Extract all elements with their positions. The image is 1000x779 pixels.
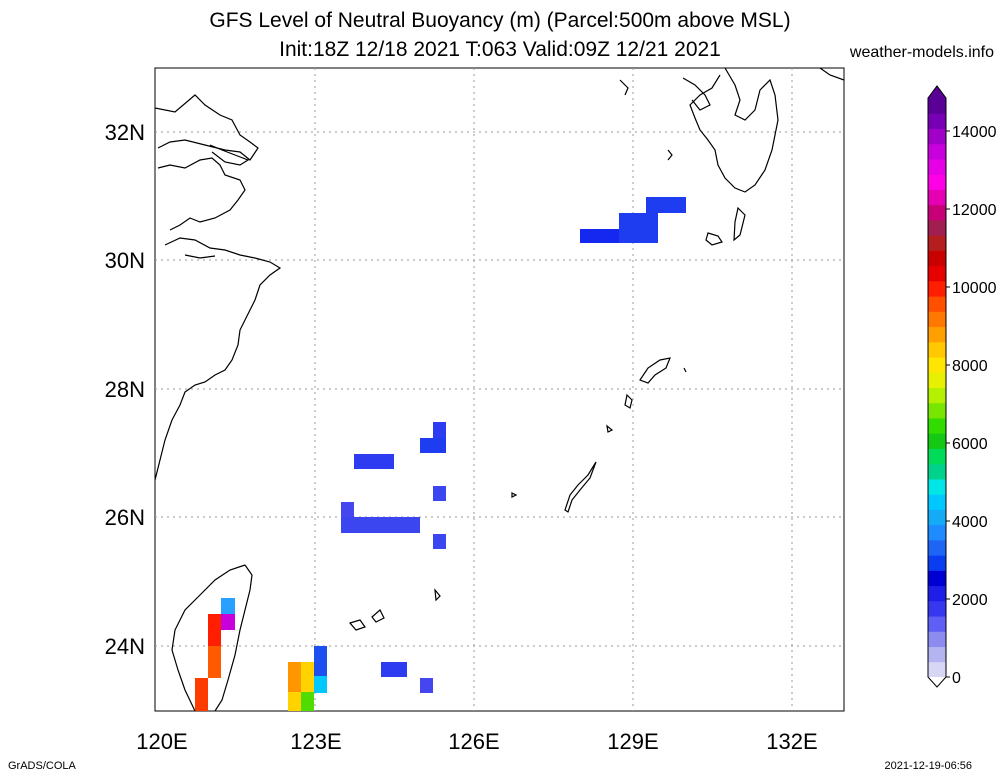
- colorbar-segment: [928, 448, 946, 465]
- lon-tick: 129E: [607, 729, 658, 754]
- colorbar-max-arrow: [928, 86, 946, 98]
- colorbar-tick: 2000: [952, 592, 988, 609]
- map-subtitle: Init:18Z 12/18 2021 T:063 Valid:09Z 12/2…: [279, 38, 721, 61]
- cell: [221, 598, 235, 614]
- colorbar-segment: [928, 204, 946, 221]
- colorbar-segment: [928, 646, 946, 663]
- colorbar-segment: [928, 570, 946, 587]
- colorbar-segment: [928, 478, 946, 495]
- lon-tick: 120E: [136, 729, 187, 754]
- colorbar-segment: [928, 616, 946, 632]
- site-label: weather-models.info: [849, 44, 994, 61]
- colorbar-segment: [928, 158, 946, 175]
- colorbar-tick: 4000: [952, 514, 988, 531]
- colorbar-segment: [928, 539, 946, 556]
- colorbar-segment: [928, 463, 946, 480]
- colorbar-segment: [928, 661, 946, 678]
- colorbar-tick: 8000: [952, 358, 988, 375]
- colorbar-segment: [928, 311, 946, 328]
- lat-tick: 24N: [105, 634, 145, 659]
- cell: [354, 454, 394, 469]
- colorbar-segment: [928, 433, 946, 449]
- colorbar-tick: 10000: [952, 280, 997, 297]
- colorbar-segment: [928, 143, 946, 160]
- cell: [314, 646, 327, 676]
- colorbar-segment: [928, 600, 946, 617]
- colorbar-segment: [928, 494, 946, 510]
- cell: [341, 502, 354, 517]
- cell: [420, 678, 433, 693]
- lat-tick: 28N: [105, 377, 145, 402]
- shaded-field: [195, 197, 686, 711]
- cell: [195, 678, 208, 711]
- cell: [619, 213, 658, 243]
- cell: [381, 662, 407, 677]
- colorbar-tick: 0: [952, 670, 961, 687]
- colorbar-segment: [928, 98, 946, 114]
- colorbar-segment: [928, 387, 946, 404]
- cell: [420, 438, 446, 453]
- colorbar-segment: [928, 372, 946, 388]
- colorbar-segment: [928, 357, 946, 373]
- cell: [208, 646, 221, 678]
- cell: [314, 676, 327, 693]
- lat-tick-labels: 24N 26N 28N 30N 32N: [105, 120, 145, 659]
- coastlines: [155, 68, 844, 711]
- colorbar-tick: 14000: [952, 124, 997, 141]
- cell: [646, 197, 686, 213]
- cell: [433, 534, 446, 549]
- colorbar-segment: [928, 235, 946, 251]
- colorbar-min-arrow: [928, 677, 946, 687]
- grid-lines: [155, 68, 844, 711]
- footer-credit: GrADS/COLA: [8, 760, 76, 772]
- cell: [288, 662, 301, 692]
- colorbar-segment: [928, 524, 946, 541]
- cell: [433, 422, 446, 438]
- colorbar-tick: 12000: [952, 202, 997, 219]
- colorbar-segment: [928, 402, 946, 419]
- colorbar-segment: [928, 555, 946, 571]
- lat-tick: 26N: [105, 505, 145, 530]
- colorbar-segment: [928, 189, 946, 206]
- colorbar: [927, 85, 950, 688]
- colorbar-ticks: 0 2000 4000 6000 8000 10000 12000 14000: [952, 124, 997, 687]
- lon-tick: 126E: [448, 729, 499, 754]
- colorbar-segment: [928, 417, 946, 434]
- colorbar-segment: [928, 631, 946, 648]
- colorbar-segment: [928, 341, 946, 358]
- colorbar-tick: 6000: [952, 436, 988, 453]
- lon-tick: 132E: [766, 729, 817, 754]
- map-title: GFS Level of Neutral Buoyancy (m) (Parce…: [209, 9, 791, 32]
- colorbar-segment: [928, 113, 946, 129]
- colorbar-segment: [928, 219, 946, 236]
- colorbar-segment: [928, 509, 946, 526]
- colorbar-segment: [928, 280, 946, 297]
- colorbar-segment: [928, 326, 946, 343]
- colorbar-segment: [928, 585, 946, 602]
- lat-tick: 30N: [105, 248, 145, 273]
- footer-timestamp: 2021-12-19-06:56: [884, 760, 972, 772]
- cell: [208, 614, 221, 646]
- cell: [301, 692, 314, 711]
- colorbar-segment: [928, 265, 946, 282]
- colorbar-segment: [928, 128, 946, 145]
- cell: [341, 517, 420, 533]
- lon-tick-labels: 120E 123E 126E 129E 132E: [136, 729, 817, 754]
- cell: [433, 486, 446, 501]
- colorbar-segment: [928, 174, 946, 190]
- colorbar-segment: [928, 250, 946, 267]
- lat-tick: 32N: [105, 120, 145, 145]
- colorbar-segment: [928, 296, 946, 312]
- lon-tick: 123E: [290, 729, 341, 754]
